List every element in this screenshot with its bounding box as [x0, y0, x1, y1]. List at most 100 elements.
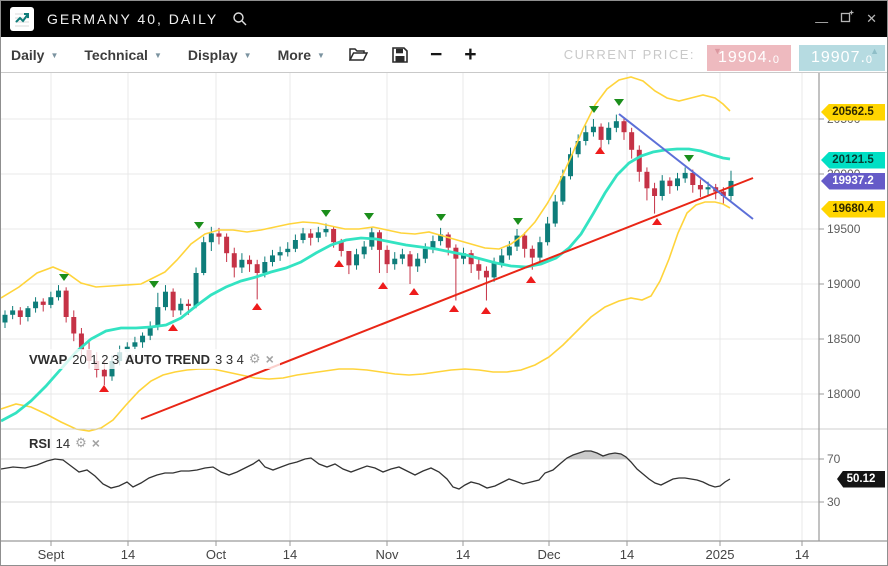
menu-technical[interactable]: Technical ▼ — [84, 46, 162, 63]
remove-indicator-icon[interactable]: × — [265, 351, 274, 367]
chevron-down-icon: ▼ — [243, 51, 252, 60]
sell-signal-icon — [364, 213, 374, 220]
candle-body — [644, 171, 650, 189]
open-folder-icon[interactable] — [348, 47, 368, 62]
candle-body — [545, 223, 551, 243]
candle-body — [201, 242, 207, 273]
sell-signal-icon — [684, 155, 694, 162]
candle-body — [613, 121, 619, 128]
x-axis-tick-label: Oct — [206, 547, 227, 562]
zoom-out-button[interactable]: − — [429, 42, 443, 66]
bollinger-upper-line — [1, 76, 731, 299]
candle-body — [292, 240, 298, 249]
trendline-blue[interactable] — [618, 113, 754, 220]
remove-indicator-icon[interactable]: × — [91, 435, 100, 451]
search-icon[interactable] — [232, 11, 248, 27]
buy-price-badge[interactable]: ▲ 19907. 0 — [799, 45, 885, 71]
candle-body — [430, 241, 436, 249]
rsi-line — [1, 450, 731, 490]
x-axis-tick-label: 14 — [121, 547, 135, 562]
candle-body — [461, 253, 467, 259]
candle-body — [659, 180, 665, 196]
candle-body — [392, 258, 398, 265]
candle-body — [629, 132, 635, 150]
candle-body — [315, 232, 321, 238]
candle-body — [598, 126, 604, 140]
candle-body — [407, 254, 413, 267]
menu-more[interactable]: More ▼ — [277, 46, 325, 63]
candle-body — [491, 263, 497, 278]
sell-signal-icon — [194, 222, 204, 229]
sell-price-badge[interactable]: ▼ 19904. 0 — [707, 45, 791, 71]
y-axis-tick-label: 18500 — [827, 332, 861, 346]
zoom-in-button[interactable]: + — [464, 42, 477, 66]
candle-body — [560, 176, 566, 202]
menu-daily[interactable]: Daily ▼ — [11, 46, 59, 63]
candle-body — [224, 236, 230, 254]
indicator-label-autotrend: AUTO TREND 3 3 4 ⚙ × — [123, 349, 280, 369]
settings-icon[interactable]: ⚙ — [75, 435, 87, 450]
candle-body — [2, 314, 8, 323]
close-window-button[interactable]: ✕ — [866, 11, 877, 26]
save-icon[interactable] — [392, 46, 408, 63]
chevron-down-icon: ▼ — [50, 51, 59, 60]
y-axis-tick-label: 19500 — [827, 222, 861, 236]
candlesticks — [2, 114, 734, 386]
candle-body — [216, 233, 222, 237]
sell-signal-icon — [59, 274, 69, 281]
candle-body — [422, 248, 428, 259]
candle-body — [247, 259, 253, 265]
candle-body — [575, 141, 581, 155]
titlebar: GERMANY 40, DAILY — ✕ — [1, 1, 887, 37]
x-axis-tick-label: Sept — [38, 547, 65, 562]
sell-signal-icon — [149, 281, 159, 288]
trendline-red[interactable] — [140, 177, 754, 420]
candle-body — [568, 154, 574, 177]
candle-body — [720, 191, 726, 196]
candle-body — [178, 303, 184, 311]
candle-body — [346, 251, 352, 266]
overlay-lines — [1, 76, 731, 432]
candle-body — [132, 342, 138, 347]
menu-display[interactable]: Display ▼ — [187, 46, 252, 63]
signal-arrows — [59, 99, 694, 392]
candle-body — [78, 333, 84, 350]
settings-icon[interactable]: ⚙ — [248, 351, 261, 366]
candle-body — [162, 291, 168, 308]
candle-body — [308, 233, 314, 238]
rsi-overbought-fill — [567, 451, 626, 459]
buy-signal-icon — [252, 303, 262, 310]
candle-body — [361, 246, 367, 255]
axis-labels: 20500 20000 19500 19000 18500 18000 70 30 Sept 14… — [38, 112, 861, 562]
minimize-button[interactable]: — — [815, 14, 829, 29]
candle-body — [185, 303, 191, 306]
y-axis-tick-label: 70 — [827, 452, 841, 466]
candle-body — [522, 235, 528, 249]
candle-body — [590, 126, 596, 133]
buy-signal-icon — [409, 288, 419, 295]
candle-body — [728, 180, 734, 196]
y-axis-tick-label: 20500 — [827, 112, 861, 126]
arrow-up-icon: ▲ — [870, 46, 880, 56]
buy-signal-icon — [652, 218, 662, 225]
candle-body — [354, 254, 360, 266]
chevron-down-icon: ▼ — [153, 51, 162, 60]
candle-body — [690, 172, 696, 185]
candle-body — [140, 335, 146, 343]
trendlines[interactable] — [140, 113, 754, 420]
buy-signal-icon — [481, 307, 491, 314]
y-axis-tick-label: 18000 — [827, 387, 861, 401]
popout-button[interactable] — [840, 1, 854, 37]
candle-body — [25, 308, 31, 317]
candle-body — [499, 255, 505, 264]
buy-signal-icon — [168, 324, 178, 331]
current-price-label: CURRENT PRICE: — [563, 47, 695, 62]
candle-body — [697, 185, 703, 190]
candle-body — [682, 172, 688, 179]
candle-body — [483, 270, 489, 278]
candle-body — [285, 248, 291, 253]
x-axis-tick-label: 14 — [283, 547, 297, 562]
indicator-label-rsi: RSI 14 ⚙ × — [29, 435, 100, 451]
